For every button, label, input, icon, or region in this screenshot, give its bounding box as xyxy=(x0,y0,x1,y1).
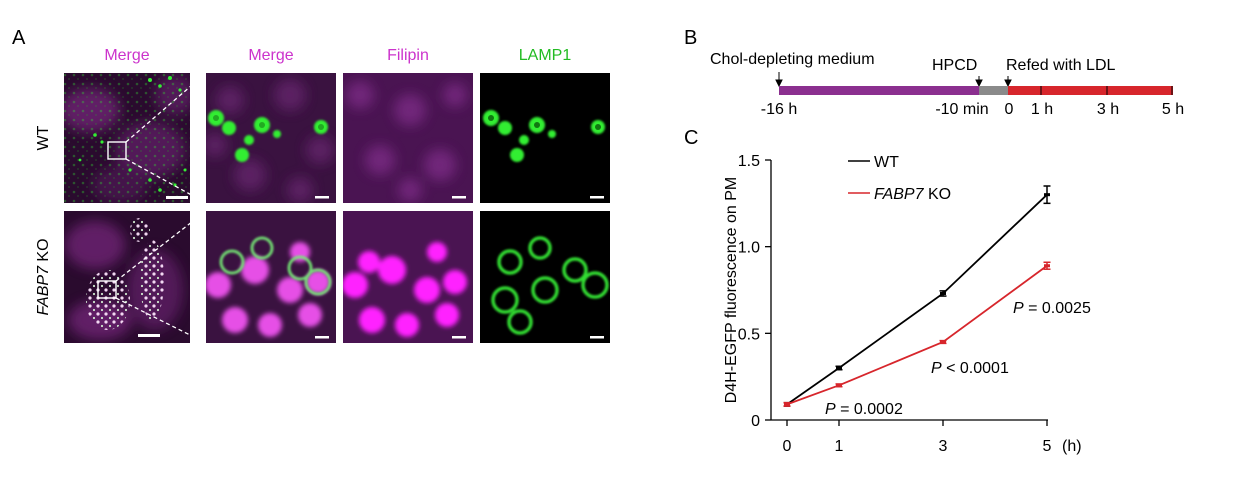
panel-a-letter: A xyxy=(12,27,26,49)
y-tick-label: 0 xyxy=(751,413,760,430)
image-ko-merge-overview xyxy=(64,211,190,343)
phase-label-refed: Refed with LDL xyxy=(1006,57,1115,74)
x-tick-label: 3 xyxy=(939,438,948,455)
row-label-fabp7-ko: FABP7 KO xyxy=(35,238,52,315)
y-tick-label: 0.5 xyxy=(738,326,760,343)
zoom-guide-line xyxy=(115,297,207,344)
image-ko-filipin xyxy=(343,211,473,343)
annotation-p-3h: P < 0.0001 xyxy=(931,360,1009,377)
y-axis-label: D4H-EGFP fluorescence on PM xyxy=(723,177,740,403)
data-point-wt xyxy=(835,365,843,371)
x-axis-unit: (h) xyxy=(1062,438,1082,455)
timeline-hpcd-bar xyxy=(979,86,1008,95)
line-chart: D4H-EGFP fluorescence on PM 0 0.5 1.0 1.5 0… xyxy=(723,153,1091,455)
y-tick-label: 1.0 xyxy=(738,240,760,257)
data-point-fabp7-ko xyxy=(1043,261,1051,270)
timeline-ticks xyxy=(1040,86,1173,95)
phase-label-depleting: Chol-depleting medium xyxy=(710,51,875,68)
timeline-tick-label: 5 h xyxy=(1162,101,1184,118)
annotation-p-5h: P = 0.0025 xyxy=(1013,300,1091,317)
col-header-merge-overview: Merge xyxy=(104,47,149,64)
zoom-guide-line xyxy=(125,72,207,143)
zoom-guide-line xyxy=(115,210,207,282)
x-tick-label: 0 xyxy=(783,438,792,455)
timeline-tick-label: 0 xyxy=(1005,101,1014,118)
legend-label-ko: FABP7 KO xyxy=(874,186,951,203)
col-header-filipin: Filipin xyxy=(387,47,429,64)
col-header-lamp1: LAMP1 xyxy=(519,47,572,64)
image-wt-merge-overview xyxy=(64,73,190,203)
timeline-refed-bar xyxy=(1008,86,1173,95)
series-line-wt xyxy=(786,194,1048,406)
annotation-p-1h: P = 0.0002 xyxy=(825,401,903,418)
x-tick-label: 1 xyxy=(835,438,844,455)
data-point-fabp7-ko xyxy=(835,383,843,388)
timeline-arrows xyxy=(775,72,1012,88)
image-wt-lamp1 xyxy=(480,73,610,203)
zoom-guide-line xyxy=(125,158,207,204)
image-ko-lamp1 xyxy=(480,211,610,343)
timeline-tick-label: -16 h xyxy=(761,101,797,118)
data-point-wt xyxy=(1043,185,1051,205)
data-point-wt xyxy=(939,290,947,297)
image-wt-merge-zoom xyxy=(206,73,336,203)
data-point-fabp7-ko xyxy=(783,401,791,407)
image-ko-merge-zoom xyxy=(206,211,336,343)
timeline-tick-label: 1 h xyxy=(1031,101,1053,118)
y-tick-label: 1.5 xyxy=(738,153,760,170)
timeline-tick-label: 3 h xyxy=(1097,101,1119,118)
legend-label-wt: WT xyxy=(874,154,899,171)
data-point-fabp7-ko xyxy=(939,339,947,345)
series-line-fabp7-ko xyxy=(786,265,1048,406)
col-header-merge-zoom: Merge xyxy=(248,47,293,64)
timeline-tick-label: -10 min xyxy=(935,101,988,118)
phase-label-hpcd: HPCD xyxy=(932,57,977,74)
x-tick-label: 5 xyxy=(1043,438,1052,455)
image-wt-filipin xyxy=(343,73,473,203)
row-label-wt: WT xyxy=(35,125,52,150)
panel-c-letter: C xyxy=(684,127,698,149)
panel-b-letter: B xyxy=(684,27,697,49)
timeline-depleting-bar xyxy=(779,86,979,95)
